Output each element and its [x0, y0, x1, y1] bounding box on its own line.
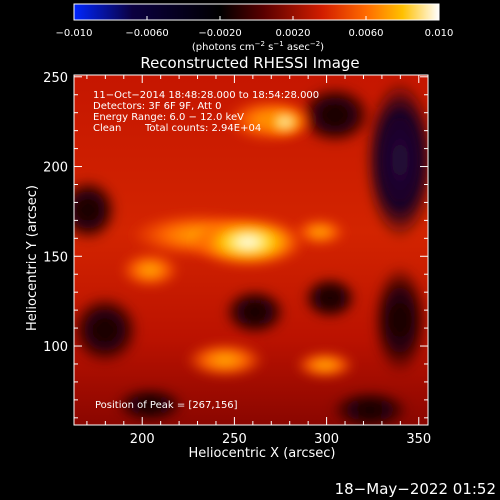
image-structure: [74, 80, 428, 425]
x-tick-label: 300: [314, 432, 339, 447]
colorbar-tick-label: 0.010: [425, 28, 454, 39]
flare-core: [190, 107, 307, 268]
rhessi-image: [74, 75, 428, 425]
colorbar-tick-label: −0.010: [55, 28, 92, 39]
y-tick-label: 200: [43, 161, 68, 176]
y-tick-label: 150: [43, 250, 68, 265]
time-range-text: 11−Oct−2014 18:48:28.000 to 18:54:28.000: [93, 90, 319, 101]
x-tick-label: 250: [222, 432, 247, 447]
plot-title: Reconstructed RHESSI Image: [140, 54, 359, 72]
plot-timestamp: 18−May−2022 01:52: [335, 480, 496, 498]
colorbar: −0.010 −0.0060 −0.0020 0.0020 0.0060 0.010 (p…: [55, 3, 453, 53]
y-tick-label: 100: [43, 340, 68, 355]
x-tick-label: 200: [130, 432, 155, 447]
y-axis-ticks: 100 150 200 250: [43, 71, 428, 419]
x-tick-label: 350: [406, 432, 431, 447]
colorbar-tick-label: 0.0020: [276, 28, 311, 39]
image-annotations: 11−Oct−2014 18:48:28.000 to 18:54:28.000…: [93, 90, 319, 411]
plot-frame: [73, 74, 429, 426]
energy-range-text: Energy Range: 6.0 − 12.0 keV: [93, 112, 244, 123]
colorbar-tick-label: −0.0020: [198, 28, 241, 39]
colorbar-ticks: −0.010 −0.0060 −0.0020 0.0020 0.0060 0.010: [55, 16, 453, 39]
y-tick-label: 250: [43, 71, 68, 86]
detectors-text: Detectors: 3F 6F 9F, Att 0: [93, 101, 221, 112]
x-axis-label: Heliocentric X (arcsec): [189, 446, 336, 461]
y-axis-label: Heliocentric Y (arcsec): [25, 185, 40, 331]
total-counts-text: Total counts: 2.94E+04: [144, 123, 261, 134]
peak-position-text: Position of Peak = [267,156]: [95, 400, 238, 411]
x-axis-ticks: 200 250 300 350: [86, 75, 431, 447]
colorbar-unit-label: (photons cm−2 s−1 asec−2): [192, 40, 324, 53]
clean-label: Clean: [93, 123, 121, 134]
colorbar-gradient: [73, 3, 440, 21]
colorbar-tick-label: −0.0060: [125, 28, 168, 39]
colorbar-tick-label: 0.0060: [349, 28, 384, 39]
